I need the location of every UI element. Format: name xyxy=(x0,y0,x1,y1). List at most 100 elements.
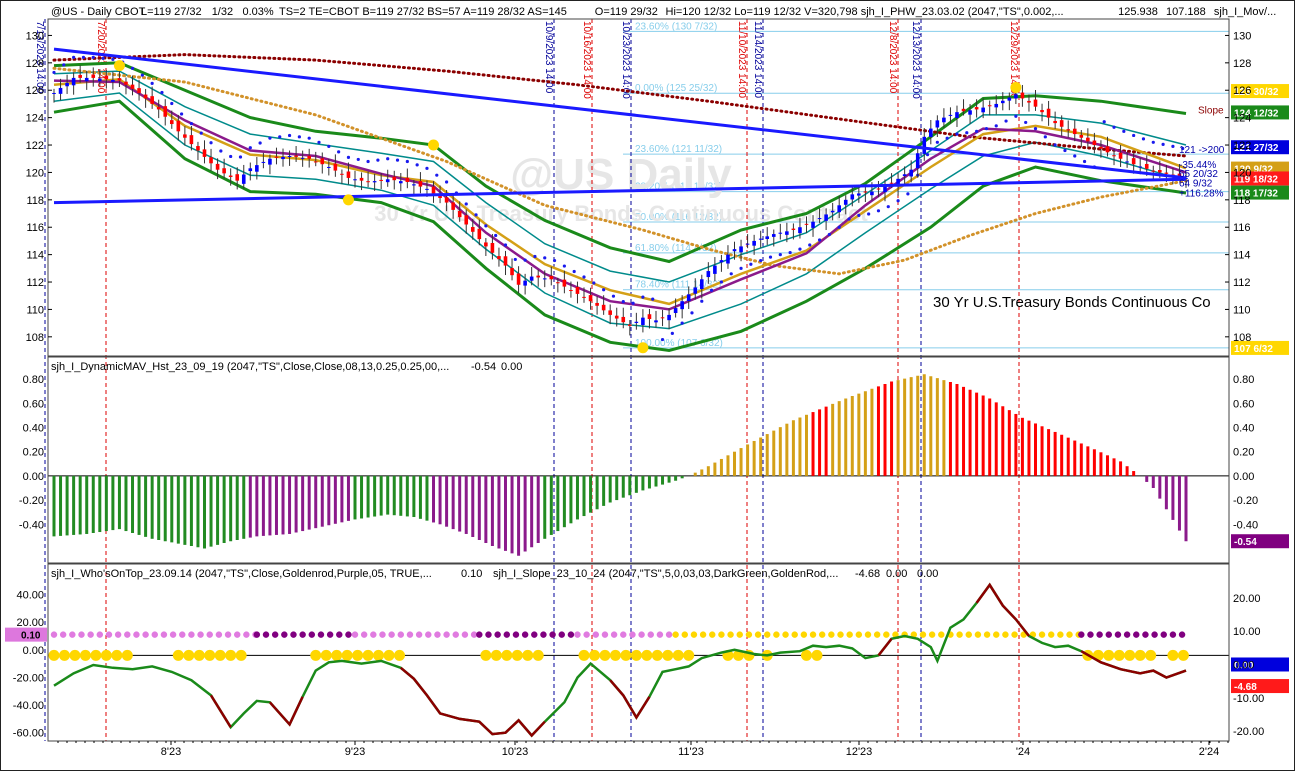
candle-body[interactable] xyxy=(654,320,658,323)
candle-body[interactable] xyxy=(529,276,534,281)
candle-body[interactable] xyxy=(176,120,181,132)
candle-body[interactable] xyxy=(987,105,992,107)
candle-body[interactable] xyxy=(1086,137,1090,142)
candle-body[interactable] xyxy=(300,157,305,159)
candle-body[interactable] xyxy=(942,117,946,123)
candle-body[interactable] xyxy=(438,194,442,199)
candle-body[interactable] xyxy=(523,280,527,286)
candle-body[interactable] xyxy=(955,112,959,118)
candle-body[interactable] xyxy=(320,158,325,165)
candle-body[interactable] xyxy=(490,242,495,253)
candle-body[interactable] xyxy=(582,296,586,298)
candle-body[interactable] xyxy=(896,178,900,187)
candle-body[interactable] xyxy=(150,96,154,104)
candle-body[interactable] xyxy=(268,158,272,165)
candle-body[interactable] xyxy=(346,171,351,178)
candle-body[interactable] xyxy=(935,120,940,128)
candle-body[interactable] xyxy=(739,246,743,253)
candle-body[interactable] xyxy=(451,202,455,210)
candle-body[interactable] xyxy=(719,260,724,263)
candle-body[interactable] xyxy=(169,120,174,125)
candle-body[interactable] xyxy=(601,304,606,311)
candle-body[interactable] xyxy=(464,215,469,225)
candle-body[interactable] xyxy=(758,238,763,240)
candle-body[interactable] xyxy=(1059,120,1064,127)
candle-body[interactable] xyxy=(372,181,377,183)
candle-body[interactable] xyxy=(215,163,220,170)
candle-body[interactable] xyxy=(817,218,822,220)
candle-body[interactable] xyxy=(209,157,213,164)
candle-body[interactable] xyxy=(857,193,861,196)
candle-body[interactable] xyxy=(111,79,115,82)
candle-body[interactable] xyxy=(294,155,298,157)
candle-body[interactable] xyxy=(98,78,102,82)
candle-body[interactable] xyxy=(58,87,63,94)
candle-body[interactable] xyxy=(385,179,390,183)
candle-body[interactable] xyxy=(457,210,462,218)
candle-body[interactable] xyxy=(542,278,547,280)
candle-body[interactable] xyxy=(686,294,691,301)
candle-body[interactable] xyxy=(562,279,567,287)
candle-body[interactable] xyxy=(922,136,927,154)
candle-body[interactable] xyxy=(1040,109,1044,113)
candle-body[interactable] xyxy=(281,156,285,160)
candle-body[interactable] xyxy=(503,256,508,266)
candle-body[interactable] xyxy=(307,155,311,159)
price-panel[interactable]: Slope 30 Yr U.S.Treasury Bonds Continuous… xyxy=(52,47,1289,355)
candle-body[interactable] xyxy=(163,106,168,117)
candle-body[interactable] xyxy=(765,236,770,240)
candle-body[interactable] xyxy=(1053,120,1057,124)
candle-body[interactable] xyxy=(1125,161,1129,163)
candle-body[interactable] xyxy=(1158,170,1162,173)
candle-body[interactable] xyxy=(130,84,135,89)
candle-body[interactable] xyxy=(1007,97,1012,101)
candle-body[interactable] xyxy=(1020,92,1025,99)
candle-body[interactable] xyxy=(398,181,403,184)
candle-body[interactable] xyxy=(1118,152,1123,159)
candle-body[interactable] xyxy=(1164,172,1169,174)
candle-body[interactable] xyxy=(909,169,913,177)
candle-body[interactable] xyxy=(824,214,828,221)
candle-body[interactable] xyxy=(588,295,593,302)
candle-body[interactable] xyxy=(778,232,783,234)
candle-body[interactable] xyxy=(1079,134,1084,138)
candle-body[interactable] xyxy=(235,174,240,181)
candle-body[interactable] xyxy=(798,227,802,234)
candle-body[interactable] xyxy=(752,240,756,246)
candle-body[interactable] xyxy=(1000,100,1005,104)
candle-body[interactable] xyxy=(569,290,573,292)
whos-on-top-panel[interactable]: 0.10 0.00 -4.68 xyxy=(5,582,1289,738)
candle-body[interactable] xyxy=(863,191,868,193)
candle-body[interactable] xyxy=(595,302,599,306)
candle-body[interactable] xyxy=(353,179,357,181)
candle-body[interactable] xyxy=(876,188,881,190)
candle-body[interactable] xyxy=(902,174,907,177)
candle-body[interactable] xyxy=(981,107,985,113)
candle-body[interactable] xyxy=(968,110,972,115)
candle-body[interactable] xyxy=(1105,146,1110,153)
candle-body[interactable] xyxy=(255,165,259,172)
candle-body[interactable] xyxy=(78,74,82,78)
candle-body[interactable] xyxy=(405,177,410,183)
candle-body[interactable] xyxy=(811,221,815,228)
candle-body[interactable] xyxy=(327,166,331,168)
candle-body[interactable] xyxy=(510,267,514,276)
candle-body[interactable] xyxy=(248,168,253,172)
candle-body[interactable] xyxy=(1033,99,1038,107)
candle-body[interactable] xyxy=(870,191,874,196)
candle-body[interactable] xyxy=(156,106,161,110)
candle-body[interactable] xyxy=(477,228,482,240)
candle-body[interactable] xyxy=(647,314,652,320)
candle-body[interactable] xyxy=(713,265,717,274)
candle-body[interactable] xyxy=(732,249,737,252)
candle-body[interactable] xyxy=(634,321,639,323)
candle-body[interactable] xyxy=(889,182,894,184)
candle-body[interactable] xyxy=(333,163,338,171)
candle-body[interactable] xyxy=(418,181,423,187)
candle-body[interactable] xyxy=(366,181,370,183)
candle-body[interactable] xyxy=(379,179,383,181)
candle-body[interactable] xyxy=(313,161,318,163)
candle-body[interactable] xyxy=(673,308,678,314)
candle-body[interactable] xyxy=(745,243,750,245)
